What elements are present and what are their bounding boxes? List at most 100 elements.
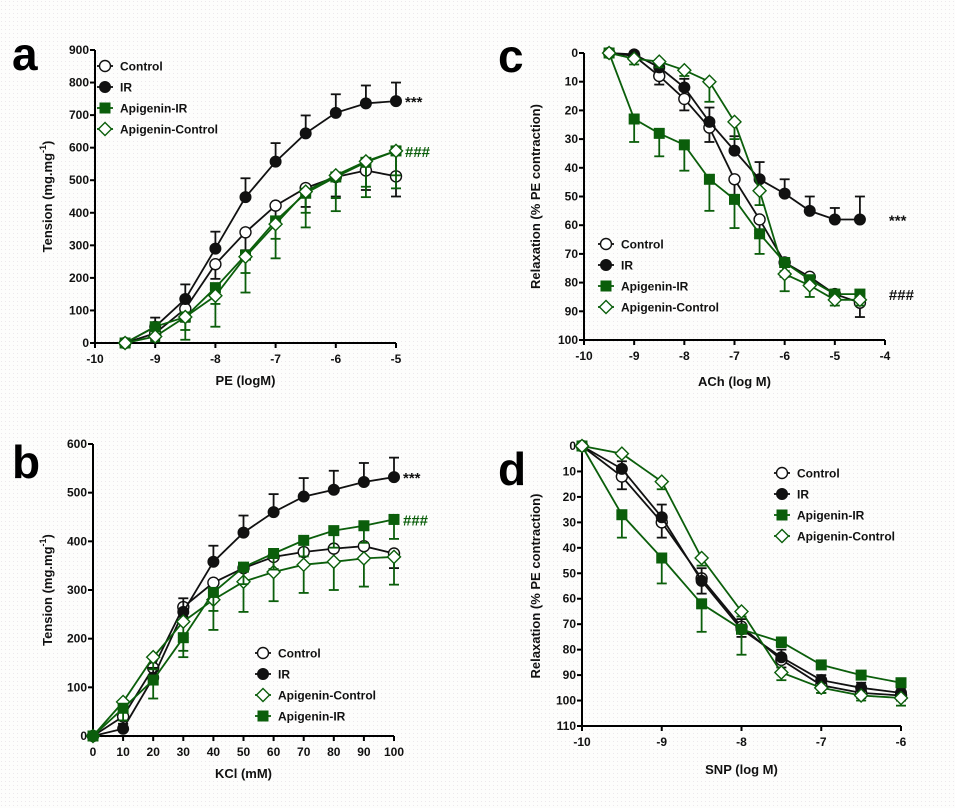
legend-item: IR xyxy=(598,259,633,273)
panel-letter: b xyxy=(12,436,40,488)
panel-letter: c xyxy=(498,30,524,82)
data-point-apigenin-control xyxy=(853,687,869,703)
legend-label: Apigenin-IR xyxy=(621,280,689,294)
legend-item: Apigenin-IR xyxy=(598,280,689,294)
data-point-apigenin-control xyxy=(574,438,590,454)
data-point-apigenin-control xyxy=(238,249,253,265)
data-point-apigenin-ir xyxy=(147,674,159,686)
x-tick-label: 40 xyxy=(207,745,221,759)
data-point-apigenin-control xyxy=(651,54,667,70)
legend: Control IR Apigenin-IR Apigenin-Control xyxy=(97,60,218,137)
y-tick-label: 600 xyxy=(69,141,89,155)
data-point-ir xyxy=(179,293,192,306)
series-group xyxy=(574,438,909,707)
series-ir xyxy=(87,456,400,742)
y-tick-label: 100 xyxy=(558,333,578,347)
y-tick-label: 10 xyxy=(565,75,579,89)
y-tick-label: 70 xyxy=(565,247,579,261)
data-point-apigenin-control xyxy=(601,45,617,61)
series-line-ir xyxy=(124,100,397,344)
axes: 0 10 20 30 40 50 60 70 80 90 100 0 100 200 300 400 500 60… xyxy=(67,437,404,759)
y-axis-label: Relaxation (% PE contraction) xyxy=(528,494,543,679)
legend-item: Control xyxy=(97,60,163,74)
significance-asterisks: *** xyxy=(889,212,907,229)
data-point-apigenin-ir xyxy=(177,632,189,644)
series-line-apigenin-ir xyxy=(124,150,397,344)
legend: Control IR Apigenin-Control Apigenin-IR xyxy=(255,647,376,724)
legend-marker xyxy=(598,299,614,315)
panel-d: d -10 -9 -8 -7 -6 0 10 20 30 40 50 60 70 80 90 100 110 SNP… xyxy=(498,438,909,777)
legend-item: Apigenin-Control xyxy=(598,299,719,315)
panel-c: c -10 -9 -8 -7 -6 -5 -4 0 10 20 30 40 50 60 70 80 90 100 AC… xyxy=(498,30,915,389)
y-tick-label: 50 xyxy=(565,190,579,204)
data-point-apigenin-ir xyxy=(729,193,740,205)
data-point-ir xyxy=(209,242,222,255)
legend-marker xyxy=(257,668,269,680)
data-point-apigenin-ir xyxy=(87,730,99,742)
legend-marker xyxy=(99,81,111,93)
x-axis-label: ACh (log M) xyxy=(698,374,771,389)
y-tick-label: 0 xyxy=(569,439,576,453)
x-tick-label: 60 xyxy=(267,745,281,759)
data-point-apigenin-ir xyxy=(754,228,766,240)
panel-letter: a xyxy=(12,28,38,80)
y-tick-label: 40 xyxy=(563,541,577,555)
legend-item: Apigenin-IR xyxy=(774,509,865,523)
legend-marker xyxy=(776,488,788,500)
data-point-apigenin-ir xyxy=(678,139,690,151)
y-tick-label: 300 xyxy=(69,238,89,252)
legend-item: Control xyxy=(598,238,664,252)
legend-label: IR xyxy=(120,81,132,95)
data-point-apigenin-control xyxy=(328,167,344,183)
data-point-ir xyxy=(267,506,280,519)
data-point-apigenin-ir xyxy=(616,509,628,521)
legend-item: Control xyxy=(774,467,840,481)
data-point-ir xyxy=(390,95,402,108)
data-point-apigenin-control xyxy=(386,549,402,565)
data-point-ir xyxy=(728,144,741,157)
data-point-ir xyxy=(269,155,282,168)
y-tick-label: 0 xyxy=(571,46,578,60)
data-point-ir xyxy=(327,483,340,496)
y-tick-label: 60 xyxy=(565,218,579,232)
y-tick-label: 500 xyxy=(69,173,89,187)
x-tick-label: -6 xyxy=(779,349,790,363)
data-point-apigenin-control xyxy=(147,328,163,344)
x-tick-label: -7 xyxy=(270,352,281,366)
x-tick-label: -10 xyxy=(86,352,104,366)
data-point-control xyxy=(209,258,222,271)
data-point-ir xyxy=(357,475,370,488)
legend-label: Apigenin-Control xyxy=(797,530,895,544)
data-point-control xyxy=(207,576,220,589)
significance-asterisks: *** xyxy=(405,94,423,111)
legend-marker xyxy=(600,280,612,292)
data-point-apigenin-control xyxy=(145,649,161,665)
data-point-apigenin-control xyxy=(298,184,314,200)
y-axis-label: Tension (mg.mg-1) xyxy=(38,534,55,646)
legend-marker xyxy=(600,259,612,271)
y-axis-label-close: ) xyxy=(40,141,55,145)
data-point-ir xyxy=(388,471,400,484)
data-point-apigenin-control xyxy=(177,309,193,325)
data-point-apigenin-control xyxy=(852,292,868,308)
data-point-apigenin-control xyxy=(813,680,829,696)
legend-label: Apigenin-IR xyxy=(797,509,865,523)
data-point-control xyxy=(269,199,282,212)
data-point-apigenin-ir xyxy=(815,659,827,671)
series-group xyxy=(601,45,868,318)
y-tick-label: 10 xyxy=(563,464,577,478)
legend-label: Control xyxy=(621,238,664,252)
legend-marker xyxy=(98,59,112,73)
data-point-ir xyxy=(655,511,668,524)
x-tick-label: -4 xyxy=(880,349,891,363)
data-point-control xyxy=(678,92,691,106)
series-line-apigenin-control xyxy=(124,150,397,344)
data-point-apigenin-control xyxy=(626,51,642,67)
y-axis-label-main: Relaxation (% PE contraction) xyxy=(528,494,543,679)
data-point-ir xyxy=(207,555,220,568)
data-point-apigenin-ir xyxy=(628,113,640,125)
data-point-apigenin-ir xyxy=(696,598,708,610)
x-axis-label: SNP (log M) xyxy=(705,762,778,777)
x-tick-label: -6 xyxy=(896,735,907,749)
data-point-apigenin-ir xyxy=(149,321,161,333)
